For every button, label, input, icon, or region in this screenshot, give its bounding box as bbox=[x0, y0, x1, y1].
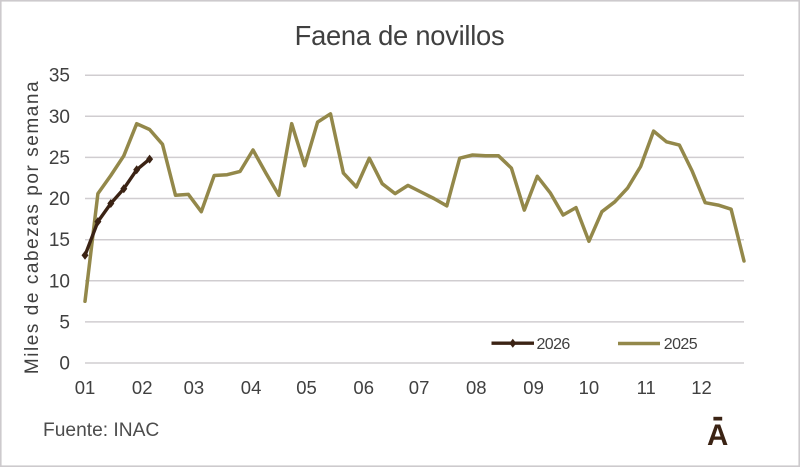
svg-text:07: 07 bbox=[409, 377, 430, 398]
svg-text:01: 01 bbox=[75, 377, 96, 398]
svg-text:15: 15 bbox=[49, 230, 70, 251]
svg-text:06: 06 bbox=[353, 377, 374, 398]
svg-text:25: 25 bbox=[49, 148, 70, 169]
svg-text:10: 10 bbox=[579, 377, 600, 398]
svg-text:30: 30 bbox=[49, 107, 70, 128]
svg-text:08: 08 bbox=[466, 377, 487, 398]
svg-text:A: A bbox=[707, 419, 728, 452]
svg-text:04: 04 bbox=[241, 377, 262, 398]
svg-text:Miles de cabezas por semana: Miles de cabezas por semana bbox=[22, 80, 43, 374]
svg-text:Fuente: INAC: Fuente: INAC bbox=[43, 420, 159, 441]
svg-text:09: 09 bbox=[523, 377, 544, 398]
svg-text:11: 11 bbox=[637, 377, 656, 398]
svg-text:20: 20 bbox=[49, 189, 70, 210]
svg-text:2026: 2026 bbox=[537, 336, 571, 353]
svg-text:05: 05 bbox=[296, 377, 317, 398]
svg-text:Faena de novillos: Faena de novillos bbox=[295, 20, 505, 51]
svg-text:02: 02 bbox=[132, 377, 153, 398]
svg-text:2025: 2025 bbox=[664, 336, 698, 353]
svg-text:03: 03 bbox=[184, 377, 205, 398]
svg-text:35: 35 bbox=[49, 66, 70, 87]
svg-text:0: 0 bbox=[59, 354, 70, 375]
svg-text:5: 5 bbox=[59, 312, 70, 333]
svg-text:10: 10 bbox=[49, 271, 70, 292]
svg-text:12: 12 bbox=[691, 377, 712, 398]
